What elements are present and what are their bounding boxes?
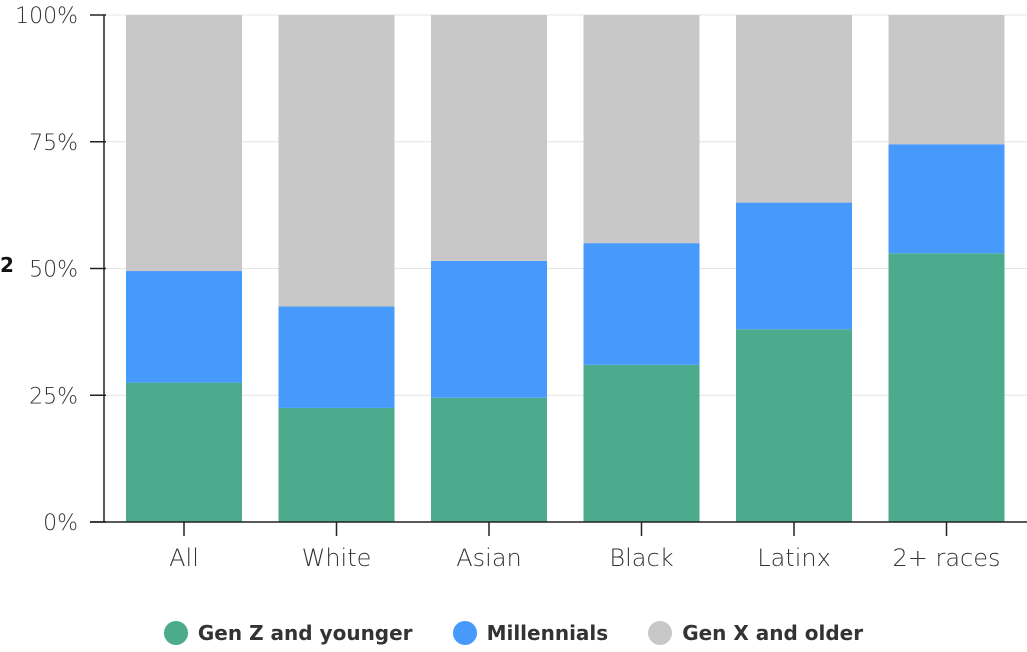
bar-2-series-1 [431,260,547,398]
bar-4-series-0 [736,329,852,522]
legend-label-gen-x: Gen X and older [682,621,864,645]
x-tick-label-3: Black [609,544,673,572]
x-tick-label-4: Latinx [757,544,831,572]
legend-label-millennials: Millennials [486,621,609,645]
legend-item-gen-x: Gen X and older [648,621,863,645]
y-tick-label-25-pct: 25% [29,384,78,409]
y-tick-label-75-pct: 75% [29,131,78,156]
bar-4-series-1 [736,202,852,330]
bar-2-series-0 [431,397,547,522]
legend-item-millennials: Millennials [452,621,609,645]
x-tick-label-5: 2+ races [892,544,1000,572]
x-tick-label-2: Asian [456,544,522,572]
bar-3-series-2 [583,15,700,244]
y-tick-label-100-pct: 100% [15,4,78,29]
gridlines [100,14,1027,396]
y-tick-label-50-pct: 50% [29,258,78,283]
bars [126,15,1005,523]
legend: Gen Z and younger Millennials Gen X and … [0,618,1027,648]
side-label: 2 [0,253,14,277]
x-tick-label-0: All [169,544,199,572]
bar-0-series-0 [126,382,242,522]
bar-3-series-1 [583,243,700,365]
bar-0-series-2 [126,15,242,272]
bar-5-series-1 [888,144,1005,254]
bar-1-series-0 [278,407,395,522]
x-tick-label-1: White [302,544,372,572]
legend-swatch-millennials [452,621,477,645]
bar-3-series-0 [583,364,700,522]
bar-4-series-2 [736,15,852,203]
legend-swatch-gen-z [163,621,188,645]
stacked-bar-chart: 0% 25% 50% 75% 100% All White Asian Black Latinx 2… [0,4,1027,572]
axes: 0% 25% 50% 75% 100% All White Asian Black Latinx 2… [15,4,1027,572]
legend-swatch-gen-x [648,621,673,645]
legend-item-gen-z: Gen Z and younger [163,621,413,645]
bar-1-series-1 [278,306,395,408]
bar-5-series-2 [888,15,1005,145]
bar-5-series-0 [888,253,1005,523]
y-tick-label-0-pct: 0% [43,511,78,536]
bar-0-series-1 [126,271,242,383]
bar-1-series-2 [278,15,395,307]
legend-label-gen-z: Gen Z and younger [197,621,413,645]
bar-2-series-2 [431,15,547,261]
